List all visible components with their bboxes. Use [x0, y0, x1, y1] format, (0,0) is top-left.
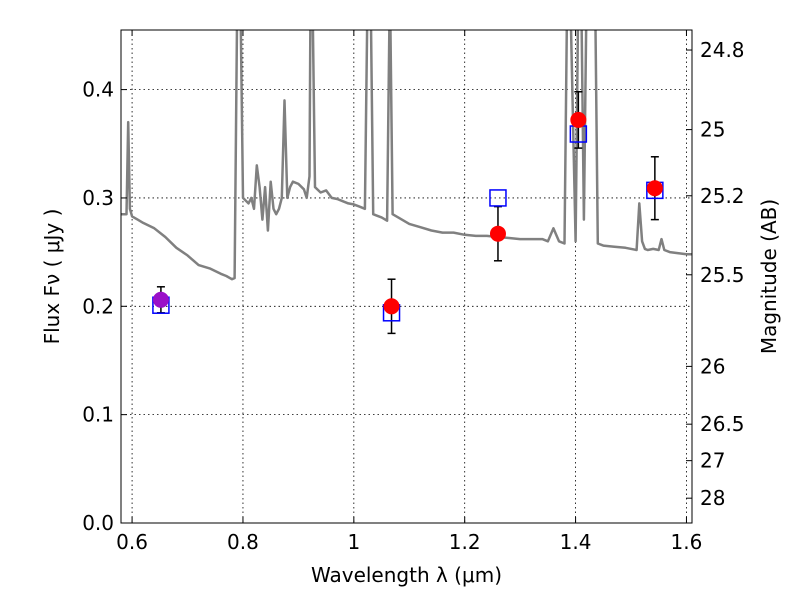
y-axis-label: Flux Fν ( μJy ): [40, 209, 64, 345]
model-square-marker: [489, 189, 507, 207]
x-tick-label: 1.6: [671, 530, 703, 554]
sed-line: [121, 30, 692, 281]
right-axis-label: Magnitude (AB): [757, 199, 781, 354]
y-tick-label: 0.3: [82, 186, 114, 210]
y-tick-label: 0.1: [82, 403, 114, 427]
observed-point: [383, 298, 400, 315]
x-tick-label: 1.2: [449, 530, 481, 554]
observed-point: [152, 291, 169, 308]
mag-tick-label: 25.2: [700, 184, 745, 208]
y-tick-label: 0.4: [82, 78, 114, 102]
mag-tick-label: 25.5: [700, 263, 745, 287]
sed-line-group: [121, 30, 692, 281]
mag-tick-label: 26: [700, 354, 725, 378]
axis-ticks: 0.6 0.8 1 1.2 1.4 1.6 0.0 0.1 0.2 0.3 0.4 24.8 25 25.…: [82, 30, 745, 554]
mag-tick-label: 26.5: [700, 412, 745, 436]
x-axis-label: Wavelength λ (μm): [311, 563, 502, 587]
observed-point: [489, 225, 506, 242]
mag-tick-label: 24.8: [700, 38, 745, 62]
mag-tick-label: 28: [700, 486, 725, 510]
plot-frame: [120, 29, 693, 524]
observed-point: [646, 180, 663, 197]
x-tick-label: 0.8: [227, 530, 259, 554]
photometry-group: [152, 91, 664, 335]
mag-tick-label: 25: [700, 118, 725, 142]
x-tick-label: 1: [347, 530, 360, 554]
y-tick-label: 0.0: [82, 511, 114, 535]
plot-area: [121, 30, 692, 523]
y-tick-label: 0.2: [82, 294, 114, 318]
x-tick-label: 1.4: [560, 530, 592, 554]
mag-tick-label: 27: [700, 449, 725, 473]
observed-point: [570, 111, 587, 128]
x-tick-label: 0.6: [116, 530, 148, 554]
